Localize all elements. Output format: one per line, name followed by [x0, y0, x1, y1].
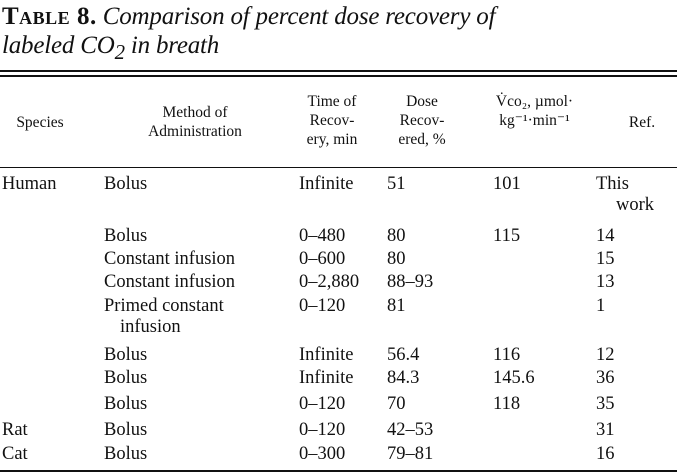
- cell-dose: 42–53: [387, 420, 434, 440]
- cell-time: 0–600: [299, 249, 346, 269]
- cell-method: Bolus: [104, 420, 148, 440]
- cell-dose: 80: [387, 249, 406, 269]
- cell-time: 0–120: [299, 296, 346, 316]
- header-dose-line-2: Recov-: [399, 112, 445, 129]
- header-dose-line-3: ered, %: [398, 131, 446, 148]
- header-species: Species: [4, 113, 76, 132]
- cell-time: 0–300: [299, 444, 346, 464]
- cell-vco2: 118: [493, 394, 521, 414]
- header-method-line-1: Method of: [162, 104, 228, 121]
- caption-line-2: labeled CO2 in breath: [2, 31, 672, 67]
- header-dose: Dose Recov- ered, %: [384, 92, 460, 149]
- cell-ref: 14: [596, 226, 615, 246]
- cell-vco2: 115: [493, 226, 521, 246]
- header-species-text: Species: [16, 114, 64, 131]
- cell-dose: 81: [387, 296, 406, 316]
- cell-ref: 36: [596, 368, 615, 388]
- cell-dose: 79–81: [387, 444, 434, 464]
- table-label: Table 8.: [2, 3, 97, 30]
- header-time-line-1: Time of: [307, 93, 357, 110]
- co2-subscript: 2: [114, 40, 125, 64]
- cell-method: Bolus: [104, 174, 148, 194]
- cell-ref: 16: [596, 444, 615, 464]
- cell-method: Bolus: [104, 368, 148, 388]
- cell-dose: 51: [387, 174, 406, 194]
- cell-method: Constant infusion: [104, 249, 236, 269]
- header-vco2-line-1: V̇co₂, µmol·: [495, 93, 574, 110]
- header-vco2-line-2: kg⁻¹·min⁻¹: [499, 112, 570, 129]
- cell-method: Bolus: [104, 394, 148, 414]
- header-dose-line-1: Dose: [406, 93, 438, 110]
- cell-dose: 80: [387, 226, 406, 246]
- cell-time: Infinite: [299, 174, 354, 194]
- bottom-rule: [0, 470, 677, 472]
- header-ref: Ref.: [612, 113, 672, 132]
- caption-line-1: Table 8. Comparison of percent dose reco…: [2, 2, 672, 31]
- header-method-line-2: Administration: [148, 123, 242, 140]
- cell-ref: 12: [596, 345, 615, 365]
- cell-dose: 88–93: [387, 272, 434, 292]
- cell-ref: 13: [596, 272, 615, 292]
- cell-method: Bolus: [104, 444, 148, 464]
- cell-time: Infinite: [299, 345, 354, 365]
- cell-ref: This: [596, 174, 629, 194]
- top-double-rule-lower: [0, 75, 677, 77]
- cell-time: 0–2,880: [299, 272, 360, 292]
- cell-method-continued: infusion: [120, 317, 181, 337]
- cell-ref: 1: [596, 296, 606, 316]
- table-title-part-3: in breath: [124, 32, 220, 59]
- cell-dose: 70: [387, 394, 406, 414]
- cell-time: 0–120: [299, 420, 346, 440]
- cell-time: 0–480: [299, 226, 346, 246]
- header-time-line-2: Recov-: [309, 112, 355, 129]
- cell-ref: 31: [596, 420, 615, 440]
- cell-dose: 84.3: [387, 368, 420, 388]
- top-double-rule-upper: [0, 70, 677, 72]
- cell-method: Constant infusion: [104, 272, 236, 292]
- cell-species: Human: [2, 174, 57, 194]
- header-method: Method of Administration: [120, 103, 270, 141]
- cell-ref: 15: [596, 249, 615, 269]
- cell-method: Primed constant: [104, 296, 224, 316]
- cell-species: Cat: [2, 444, 28, 464]
- cell-ref-continued: work: [616, 195, 655, 215]
- header-rule: [0, 167, 677, 168]
- table-title-part-1: Comparison of percent dose recovery of: [102, 3, 496, 30]
- header-vco2: V̇co₂, µmol· kg⁻¹·min⁻¹: [462, 92, 607, 130]
- cell-time: Infinite: [299, 368, 354, 388]
- cell-vco2: 101: [493, 174, 521, 194]
- header-ref-text: Ref.: [628, 114, 656, 131]
- header-time-line-3: ery, min: [306, 131, 358, 148]
- cell-vco2: 145.6: [493, 368, 535, 388]
- cell-time: 0–120: [299, 394, 346, 414]
- cell-species: Rat: [2, 420, 28, 440]
- table-caption: Table 8. Comparison of percent dose reco…: [2, 2, 672, 67]
- cell-ref: 35: [596, 394, 615, 414]
- cell-dose: 56.4: [387, 345, 420, 365]
- header-time: Time of Recov- ery, min: [294, 92, 370, 149]
- cell-method: Bolus: [104, 345, 148, 365]
- cell-vco2: 116: [493, 345, 521, 365]
- table-title-part-2: labeled CO: [2, 32, 115, 59]
- cell-method: Bolus: [104, 226, 148, 246]
